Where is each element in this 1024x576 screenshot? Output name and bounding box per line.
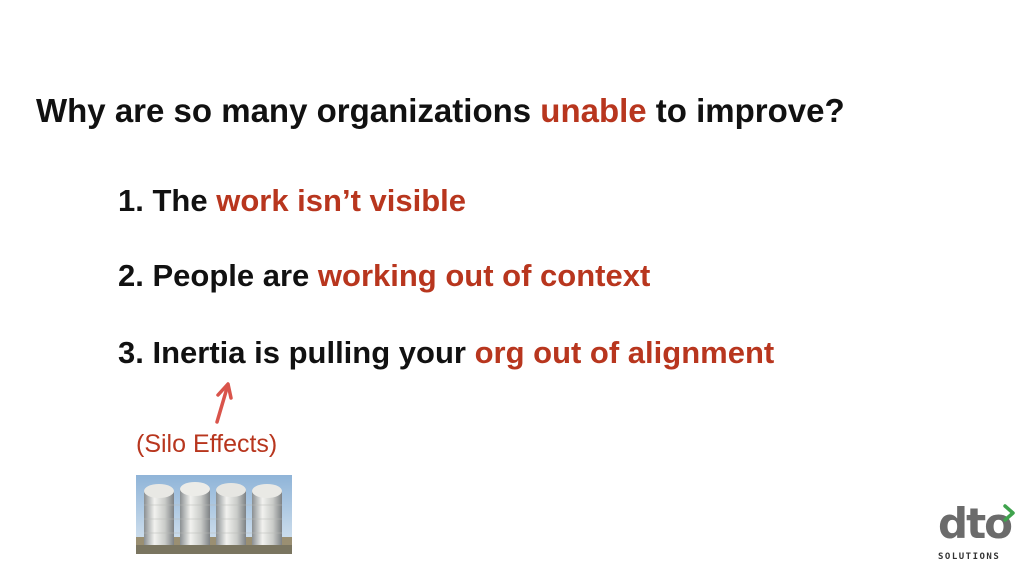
title-suffix: to improve? [646,92,845,129]
list-item-number: 3. [118,335,144,370]
hand-drawn-arrow-icon [215,382,233,424]
list-item-highlight: work isn’t visible [216,183,467,218]
list-item-number: 1. [118,183,144,218]
title-prefix: Why are so many organizations [36,92,541,129]
list-item-1: 1. The work isn’t visible [118,183,466,219]
logo-subtitle: SOLUTIONS [938,552,1001,562]
title-highlight: unable [540,92,647,129]
silo-effects-caption: (Silo Effects) [136,430,278,458]
list-item-highlight: working out of context [317,258,651,293]
slide-title: Why are so many organizations unable to … [36,92,845,130]
chevron-right-icon [1003,504,1015,522]
list-item-3: 3. Inertia is pulling your org out of al… [118,335,774,371]
list-item-2: 2. People are working out of context [118,258,650,294]
grain-silos-photo [136,475,292,554]
list-item-lead: People are [143,258,318,293]
list-item-highlight: org out of alignment [474,335,775,370]
logo-letters: dto [938,499,1013,548]
list-item-lead: Inertia is pulling your [143,335,475,370]
list-item-number: 2. [118,258,144,293]
list-item-lead: The [143,183,217,218]
dto-solutions-logo: dto SOLUTIONS [934,500,1018,568]
